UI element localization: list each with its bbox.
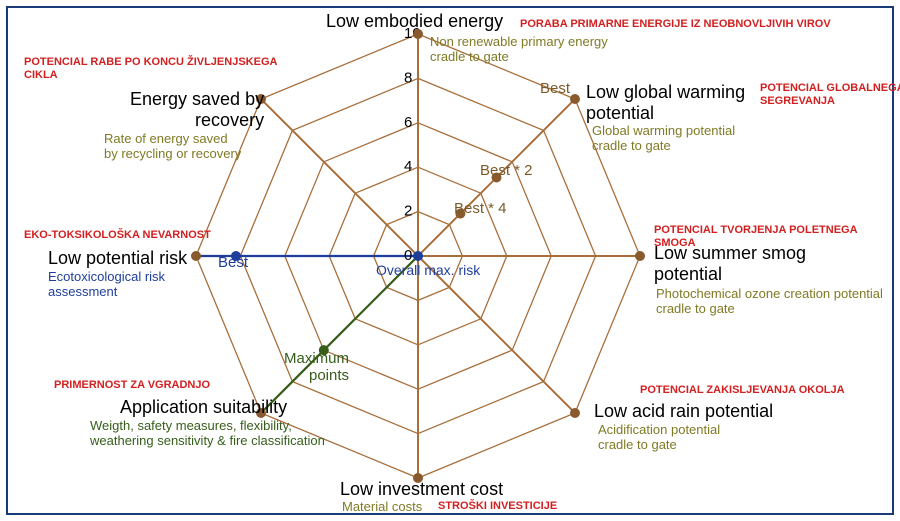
annot-best4: Best * 4 — [454, 200, 507, 217]
axis-red-cost: STROŠKI INVESTICIJE — [438, 500, 557, 513]
annot-center: Overall max. risk — [376, 262, 480, 278]
axis-red-risk: EKO-TOKSIKOLOŠKA NEVARNOST — [24, 229, 211, 242]
axis-sub-app: Weigth, safety measures, flexibility, we… — [90, 419, 325, 449]
annot-best-left: Best — [218, 254, 248, 271]
axis-sub-gwp: Global warming potential cradle to gate — [592, 124, 735, 154]
svg-text:2: 2 — [404, 203, 412, 220]
axis-red-app: PRIMERNOST ZA VGRADNJO — [54, 379, 210, 392]
axis-red-embodied: PORABA PRIMARNE ENERGIJE IZ NEOBNOVLJIVI… — [520, 18, 831, 31]
axis-sub-recovery: Rate of energy saved by recycling or rec… — [104, 132, 241, 162]
svg-text:4: 4 — [404, 158, 412, 175]
axis-sub-smog: Photochemical ozone creation potential c… — [656, 287, 883, 317]
axis-title-app: Application suitability — [120, 397, 287, 418]
axis-red-smog: POTENCIAL TVORJENJA POLETNEGA SMOGA — [654, 224, 900, 249]
svg-text:8: 8 — [404, 69, 412, 86]
annot-best: Best — [540, 80, 570, 97]
axis-sub-embodied: Non renewable primary energy cradle to g… — [430, 35, 608, 65]
axis-red-gwp: POTENCIAL GLOBALNEGA SEGREVANJA — [760, 82, 900, 107]
axis-sub-cost: Material costs — [342, 500, 422, 515]
axis-title-embodied: Low embodied energy — [326, 11, 503, 32]
axis-sub-risk: Ecotoxicological risk assessment — [48, 270, 165, 300]
axis-title-recovery: Energy saved by recovery — [130, 89, 264, 130]
axis-sub-acid: Acidification potential cradle to gate — [598, 423, 720, 453]
axis-title-acid: Low acid rain potential — [594, 401, 773, 422]
svg-text:6: 6 — [404, 114, 412, 131]
axis-title-risk: Low potential risk — [48, 248, 187, 269]
axis-title-gwp: Low global warming potential — [586, 82, 745, 123]
annot-maxpoints: Maximum points — [284, 350, 349, 385]
axis-red-acid: POTENCIAL ZAKISLJEVANJA OKOLJA — [640, 384, 845, 397]
axis-title-cost: Low investment cost — [340, 479, 503, 500]
annot-best2: Best * 2 — [480, 162, 533, 179]
axis-red-recovery: POTENCIAL RABE PO KONCU ŽIVLJENJSKEGA CI… — [24, 56, 277, 81]
